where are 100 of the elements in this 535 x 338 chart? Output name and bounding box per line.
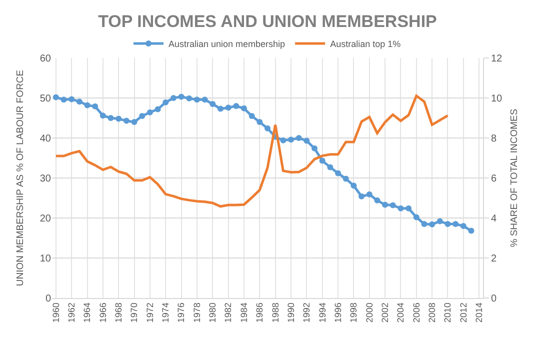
y-tick-label: 20: [40, 214, 52, 224]
point: [319, 158, 326, 164]
y2-axis-title: % SHARE OF TOTAL INCOMES: [508, 108, 520, 248]
y-tick-label: 0: [45, 294, 52, 304]
y-tick-label: 50: [40, 94, 52, 104]
x-tick-label: 1980: [208, 302, 218, 323]
x-tick-label: 1996: [332, 302, 343, 323]
point: [335, 170, 342, 176]
x-tick-label: 1976: [176, 302, 186, 323]
point: [288, 136, 294, 143]
point: [108, 115, 114, 121]
point: [52, 94, 59, 100]
x-tick-label: 1982: [223, 302, 234, 323]
point: [100, 112, 106, 119]
x-tick-label: 1990: [286, 302, 296, 323]
point: [146, 109, 153, 116]
point: [248, 113, 255, 119]
point: [139, 113, 146, 119]
y-tick-label: 10: [40, 254, 52, 264]
point: [225, 104, 232, 111]
x-tick-label: 2002: [380, 302, 390, 323]
point: [123, 118, 130, 124]
y-tick-label: 40: [40, 134, 52, 144]
point: [366, 191, 372, 198]
point: [194, 96, 200, 103]
point: [186, 95, 192, 102]
point: [92, 103, 98, 110]
point: [390, 202, 396, 208]
y2-tick-label: 10: [491, 94, 503, 104]
point: [444, 221, 451, 227]
legend-label: Australian union membership: [168, 39, 286, 50]
x-tick-label: 1992: [302, 302, 312, 323]
point: [358, 193, 365, 200]
point: [468, 228, 474, 234]
point: [76, 98, 82, 105]
point: [421, 221, 428, 227]
y-axis-title: UNION MEMBERSHIP AS % OF LABOUR FORCE: [15, 70, 26, 286]
x-tick-label: 1972: [144, 302, 155, 323]
point: [170, 95, 176, 101]
y2-tick-label: 12: [491, 54, 503, 64]
point: [342, 176, 349, 182]
legend-label: Australian top 1%: [330, 39, 401, 50]
x-tick-label: 1994: [317, 302, 328, 323]
point: [131, 119, 138, 125]
point: [304, 138, 310, 144]
x-tick-label: 2008: [426, 302, 437, 323]
x-tick-label: 2004: [396, 302, 406, 323]
point: [374, 197, 380, 204]
point: [312, 145, 318, 152]
point: [202, 96, 208, 103]
y-tick-label: 30: [40, 174, 52, 184]
point: [84, 102, 90, 108]
point: [452, 221, 459, 227]
x-tick-label: 1968: [114, 302, 124, 323]
point: [436, 218, 443, 224]
y2-tick-label: 6: [491, 174, 497, 184]
point: [264, 125, 270, 132]
x-tick-label: 1998: [348, 302, 359, 323]
x-tick-label: 2006: [411, 302, 422, 323]
x-tick-label: 1966: [98, 302, 108, 323]
point: [68, 96, 75, 102]
point: [154, 106, 161, 112]
point: [460, 223, 466, 229]
point: [256, 119, 263, 125]
point: [327, 164, 334, 170]
point: [162, 99, 169, 106]
point: [350, 182, 357, 189]
point: [429, 221, 436, 228]
x-tick-label: 2010: [442, 302, 453, 323]
x-tick-label: 1960: [50, 302, 61, 323]
point: [406, 205, 412, 212]
x-tick-label: 2012: [458, 302, 468, 323]
point: [116, 116, 122, 122]
point: [233, 103, 240, 109]
y2-tick-label: 8: [491, 134, 497, 144]
x-tick-label: 1988: [270, 302, 280, 323]
y2-tick-label: 4: [491, 214, 497, 224]
line-series: [54, 94, 449, 208]
x-tick-label: 2000: [364, 302, 374, 323]
chart-title: TOP INCOMES AND UNION MEMBERSHIP: [98, 12, 437, 32]
y2-tick-label: 2: [491, 254, 497, 264]
x-tick-label: 1962: [66, 302, 77, 323]
x-tick-label: 1964: [82, 302, 92, 323]
y-tick-label: 60: [40, 54, 52, 64]
point: [60, 96, 67, 103]
point: [280, 137, 286, 144]
point: [296, 135, 302, 141]
x-tick-label: 2014: [474, 302, 484, 323]
x-tick-label: 1970: [129, 302, 140, 323]
x-tick-label: 1984: [238, 302, 249, 323]
x-tick-label: 1978: [192, 302, 202, 323]
y2-tick-label: 0: [491, 294, 497, 304]
point: [398, 205, 404, 212]
point: [217, 106, 224, 112]
point: [382, 202, 388, 208]
point: [240, 105, 247, 112]
x-tick-label: 1974: [160, 302, 171, 323]
point: [210, 101, 216, 107]
x-tick-label: 1986: [254, 302, 265, 323]
point: [178, 94, 184, 100]
